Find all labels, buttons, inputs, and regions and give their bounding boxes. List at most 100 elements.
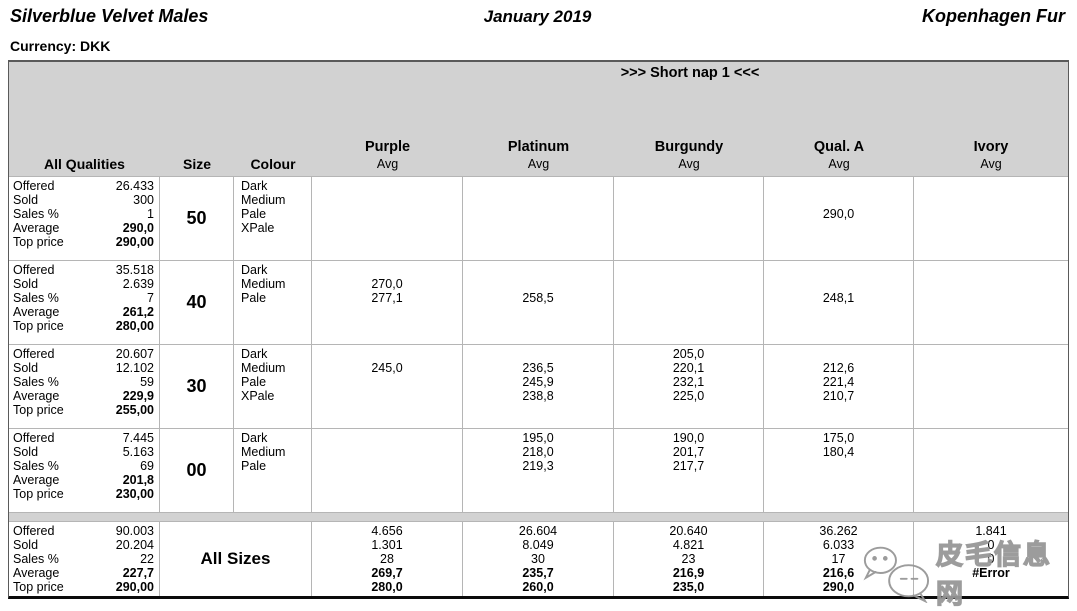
totals-line: 235,0 (672, 579, 705, 594)
stat-line: Offered 35.518 (13, 263, 154, 278)
stat-value: 20.204 (115, 537, 154, 552)
stat-line: Top price 290,00 (13, 579, 154, 595)
size-group-row-30: Offered 20.607 Sold 12.102 Sales % 59 Average 2… (9, 344, 1068, 428)
col-name: Ivory (973, 139, 1009, 155)
stat-label: Offered (13, 524, 55, 538)
value-line: 218,0 (522, 444, 554, 459)
colour-name: Dark (241, 179, 268, 193)
value-line (764, 264, 913, 278)
col-header-colour: Colour (250, 156, 296, 172)
totals-line: 6.033 (822, 537, 855, 552)
value-cell-purple: 245,0 (312, 344, 463, 428)
stat-label: Offered (13, 431, 55, 445)
totals-cell-burgundy: 20.640 4.821 23 216,9 235,0 (614, 521, 764, 596)
col-header-purple: Purple Avg (312, 139, 463, 174)
value-line: 225,0 (672, 388, 705, 403)
stat-label: Sales % (13, 374, 59, 389)
col-name: Purple (364, 139, 411, 155)
colour-name: Pale (241, 458, 267, 473)
value-line: 277,1 (371, 290, 403, 305)
report-date: January 2019 (483, 7, 592, 26)
value-line (463, 208, 613, 222)
value-line (914, 390, 1068, 404)
stat-label: Top price (13, 486, 64, 501)
stat-label: Average (13, 304, 60, 319)
col-header-size: Size (182, 156, 211, 172)
stat-line: Average 227,7 (13, 566, 154, 581)
value-line (312, 348, 462, 362)
totals-cell-platinum: 26.604 8.049 30 235,7 260,0 (463, 521, 614, 596)
stat-label: Offered (13, 347, 55, 361)
value-line (764, 460, 913, 474)
value-line (312, 446, 462, 460)
all-sizes-row: Offered 90.003 Sold 20.204 Sales % 22 Average 2… (9, 521, 1068, 596)
stat-line: Offered 90.003 (13, 524, 154, 539)
col-header-ivory: Ivory Avg (914, 139, 1068, 174)
value-line (312, 432, 462, 446)
stat-line: Sold 20.204 (13, 537, 154, 553)
stat-value: 300 (133, 192, 154, 207)
stat-label: Average (13, 388, 60, 403)
colour-name: Pale (241, 374, 267, 389)
stat-value: 35.518 (115, 263, 154, 277)
stat-line: Average 229,9 (13, 388, 154, 404)
value-cell-burgundy: 190,0 201,7 217,7 (614, 428, 764, 512)
stat-value: 20.607 (115, 347, 154, 361)
stat-line: Average 261,2 (13, 304, 154, 320)
colour-name: XPale (241, 388, 275, 403)
value-line (312, 376, 462, 390)
totals-line: 280,0 (371, 579, 403, 594)
totals-line: 30 (531, 551, 545, 566)
value-cell-burgundy (614, 260, 764, 344)
value-line (463, 264, 613, 278)
stat-line: Top price 255,00 (13, 403, 154, 418)
stat-label: Sales % (13, 290, 59, 305)
avg-label: Avg (376, 157, 399, 171)
value-line (312, 180, 462, 194)
size-value: 40 (186, 292, 207, 312)
value-line (914, 292, 1068, 306)
stat-value: 26.433 (115, 179, 154, 193)
stat-value: 7 (147, 290, 154, 305)
totals-line: 28 (380, 551, 394, 566)
colour-cell: Dark Medium Pale (234, 260, 312, 344)
colour-name: Dark (241, 347, 268, 361)
stat-label: Average (13, 472, 60, 487)
value-line (914, 460, 1068, 474)
stat-line: Sold 300 (13, 192, 154, 208)
stat-line: Top price 230,00 (13, 486, 154, 502)
avg-label: Avg (828, 157, 850, 171)
value-cell-purple: 270,0 277,1 (312, 260, 463, 344)
value-line (914, 208, 1068, 222)
section-row: >>> Short nap 1 <<< (9, 62, 1068, 83)
value-cell-purple (312, 176, 463, 260)
colour-cell: Dark Medium Pale XPale (234, 344, 312, 428)
stat-label: Top price (13, 318, 64, 333)
stat-value: 290,00 (115, 579, 154, 594)
stat-value: 230,00 (115, 486, 154, 501)
stat-line: Top price 290,00 (13, 235, 154, 250)
value-line (914, 348, 1068, 362)
value-line: 248,1 (822, 290, 855, 305)
value-cell-purple (312, 428, 463, 512)
value-line (614, 208, 763, 222)
table-body: Offered 26.433 Sold 300 Sales % 1 Average 290,0… (9, 176, 1068, 596)
value-line (764, 278, 913, 292)
value-line (312, 460, 462, 474)
colour-name: Medium (241, 276, 286, 291)
totals-line: 1.301 (371, 537, 403, 552)
stat-line: Sold 2.639 (13, 277, 154, 292)
colour-name: Pale (241, 290, 267, 305)
group-separator (9, 512, 1068, 521)
avg-label: Avg (527, 157, 550, 171)
stat-label: Average (13, 220, 60, 235)
stat-line: Sold 5.163 (13, 445, 154, 460)
colour-name: Medium (241, 444, 286, 459)
size-group-row-40: Offered 35.518 Sold 2.639 Sales % 7 Average 261… (9, 260, 1068, 344)
report-source: Kopenhagen Fur (922, 6, 1065, 26)
column-header-row: All Qualities Size Colour Purple Avg Pla… (9, 139, 1068, 176)
stat-value: 69 (140, 458, 154, 473)
stat-value: 229,9 (122, 388, 154, 403)
currency-label: Currency: DKK (10, 38, 111, 54)
value-line (463, 194, 613, 208)
